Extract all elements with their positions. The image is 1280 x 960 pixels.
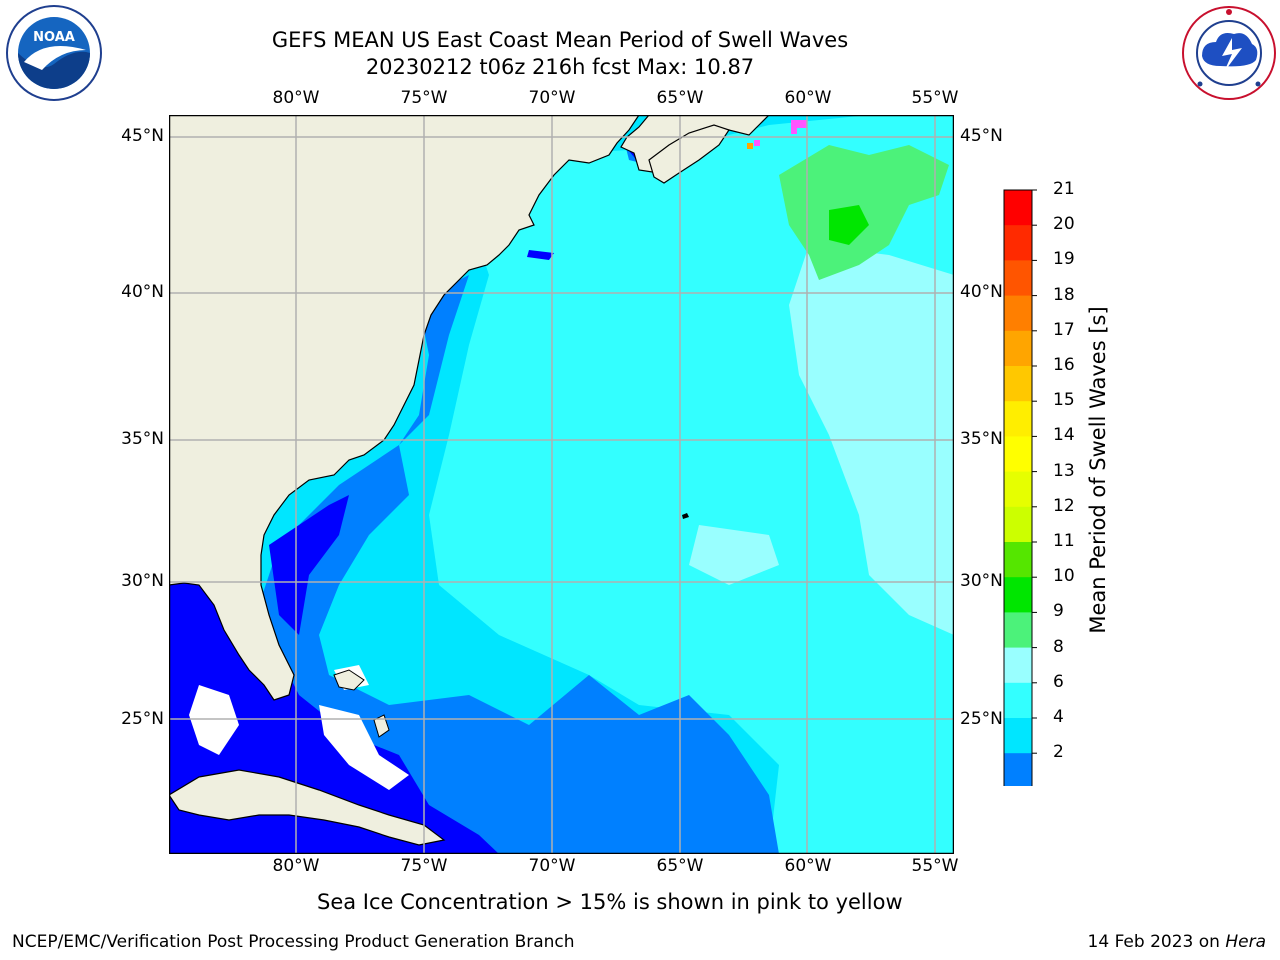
colorbar-segment [1004,542,1032,578]
swell-period-map [169,115,954,854]
sea-ice-note: Sea Ice Concentration > 15% is shown in … [317,890,903,914]
land-bahamas [333,669,365,691]
sea-ice-cell [754,140,760,146]
colorbar [1003,189,1037,786]
lat-label-left: 45°N [121,126,164,146]
colorbar-segment [1004,366,1032,402]
lat-label-right: 25°N [960,709,1003,729]
lon-label-top: 60°W [784,88,832,108]
producer-credit: NCEP/EMC/Verification Post Processing Pr… [12,932,575,952]
land-bermuda [682,513,689,519]
lat-label-right: 40°N [960,282,1003,302]
chart-title: GEFS MEAN US East Coast Mean Period of S… [271,28,849,52]
lon-label-top: 75°W [400,88,448,108]
lon-label-bottom: 55°W [911,856,959,876]
colorbar-segment [1004,471,1032,508]
lat-label-left: 30°N [121,571,164,591]
colorbar-segment [1004,753,1032,786]
lon-label-bottom: 60°W [784,856,832,876]
colorbar-tick-label: 19 [1053,249,1075,270]
colorbar-segment [1004,612,1032,649]
colorbar-tick-label: 10 [1053,566,1075,587]
chart-subtitle: 20230212 t06z 216h fcst Max: 10.87 [365,55,755,79]
colorbar-segment [1004,295,1032,332]
colorbar-segment [1004,330,1032,367]
land-cuba [169,769,446,846]
colorbar-title: Mean Period of Swell Waves [s] [1086,306,1110,634]
ocean-field-2-4 [269,495,349,635]
colorbar-tick-label: 20 [1053,214,1075,235]
colorbar-tick-label: 9 [1053,601,1064,622]
lon-label-bottom: 70°W [528,856,576,876]
colorbar-segment [1004,577,1032,613]
noaa-logo-text: NOAA [33,30,75,45]
noaa-logo-icon: NOAA [6,5,102,101]
lon-label-top: 80°W [272,88,320,108]
sea-ice-cell [799,120,807,128]
sea-ice-cell [791,120,799,128]
lon-label-top: 55°W [911,88,959,108]
colorbar-tick-label: 6 [1053,671,1064,692]
lat-label-right: 35°N [960,429,1003,449]
lat-label-left: 40°N [121,282,164,302]
machine-name: Hera [1225,932,1266,952]
shallow-bank-area [319,705,409,790]
nws-logo-icon [1182,6,1276,100]
colorbar-tick-label: 8 [1053,636,1064,657]
lon-label-top: 65°W [656,88,704,108]
colorbar-segment [1004,190,1032,226]
colorbar-tick-label: 4 [1053,707,1064,727]
lat-label-left: 35°N [121,429,164,449]
colorbar-tick-label: 13 [1053,460,1075,481]
run-date: 14 Feb 2023 on Hera [1088,932,1266,952]
run-date-text: 14 Feb 2023 on [1087,932,1220,952]
colorbar-segment [1004,647,1032,684]
ocean-field-11-12 [829,205,869,245]
colorbar-tick-label: 21 [1053,179,1075,199]
colorbar-tick-label: 17 [1053,319,1075,340]
lat-label-right: 45°N [960,126,1003,146]
lon-label-bottom: 75°W [400,856,448,876]
colorbar-segment [1004,506,1032,543]
colorbar-tick-label: 14 [1053,425,1075,446]
graticule [169,115,954,854]
ocean-field-9-10 [689,525,779,585]
ocean-field-10-11 [779,145,949,280]
shallow-bank-area [189,685,239,755]
lat-label-right: 30°N [960,571,1003,591]
ocean-field-2-4 [527,250,554,260]
ocean-field-4-6 [399,275,469,445]
colorbar-tick-label: 2 [1053,742,1064,763]
colorbar-segment [1004,718,1032,754]
land-bahamas [373,714,390,738]
lat-label-left: 25°N [121,709,164,729]
lon-label-bottom: 65°W [656,856,704,876]
colorbar-segment [1004,401,1032,437]
lon-label-bottom: 80°W [272,856,320,876]
colorbar-border [1003,189,1033,786]
colorbar-tick-label: 11 [1053,531,1075,551]
sea-ice-cell [747,143,753,149]
colorbar-tick-label: 18 [1053,284,1075,305]
lon-label-top: 70°W [528,88,576,108]
colorbar-segment [1004,260,1032,297]
colorbar-segment [1004,436,1032,473]
sea-ice-cell [791,128,797,134]
colorbar-tick-label: 15 [1053,390,1075,411]
colorbar-tick-label: 12 [1053,495,1075,516]
colorbar-segment [1004,682,1032,719]
colorbar-segment [1004,225,1032,261]
colorbar-tick-label: 16 [1053,355,1075,375]
